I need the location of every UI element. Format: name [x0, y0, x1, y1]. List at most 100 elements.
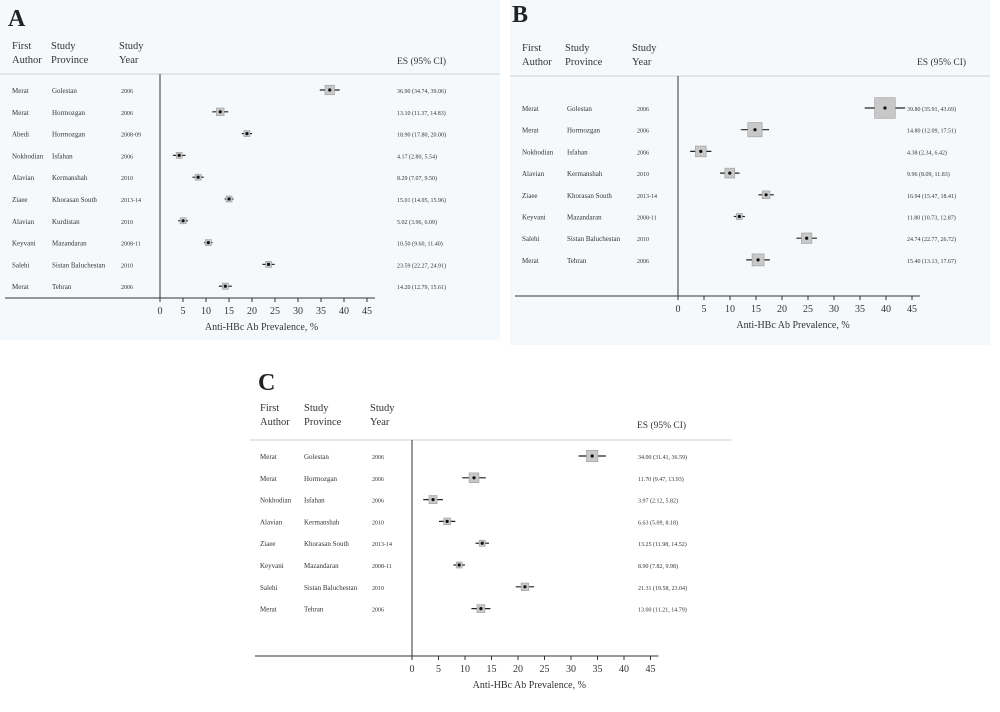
effect-size-label: 4.38 (2.34, 6.42) — [907, 149, 947, 156]
effect-size-label: 21.31 (19.58, 23.04) — [638, 585, 687, 592]
x-tick-label: 15 — [224, 306, 234, 317]
x-tick-label: 20 — [247, 306, 257, 317]
study-author: Merat — [522, 127, 539, 135]
x-tick-label: 15 — [751, 304, 761, 315]
x-tick-label: 0 — [410, 664, 415, 675]
study-year: 2010 — [121, 263, 133, 269]
study-author: Merat — [12, 283, 29, 291]
study-year: 2008-11 — [637, 216, 657, 222]
x-tick-label: 0 — [158, 306, 163, 317]
column-header-es: ES (95% CI) — [917, 58, 967, 68]
point-estimate — [764, 193, 768, 197]
x-tick-label: 30 — [829, 304, 839, 315]
study-author: Ziaee — [522, 192, 538, 200]
study-year: 2006 — [121, 285, 133, 291]
effect-size-label: 16.94 (15.47, 18.41) — [907, 193, 956, 200]
study-province: Mazandaran — [567, 214, 602, 222]
point-estimate — [181, 219, 185, 223]
study-year: 2006 — [637, 259, 649, 265]
point-estimate — [728, 171, 732, 175]
effect-size-label: 5.02 (3.96, 6.09) — [397, 219, 437, 226]
study-province: Tehran — [52, 283, 72, 291]
forest-plot-b: 0 5 10 15 20 25 30 35 40 45 Anti-HBc Ab Prevalence… — [510, 75, 990, 331]
effect-size-label: 11.70 (9.47, 13.93) — [638, 476, 684, 483]
point-estimate — [699, 149, 703, 153]
study-year: 2010 — [121, 176, 133, 182]
x-tick-label: 45 — [646, 664, 656, 675]
study-province: Mazandaran — [304, 562, 339, 570]
point-estimate — [445, 519, 449, 523]
point-estimate — [218, 110, 222, 114]
x-tick-label: 40 — [619, 664, 629, 675]
study-row: Merat Hormozgan 2006 11.70 (9.47, 13.93) — [260, 472, 684, 484]
study-year: 2013-14 — [372, 542, 392, 548]
study-province: Khorasan South — [52, 196, 97, 204]
study-row: Ziaee Khorasan South 2013-14 15.01 (14.05, … — [12, 195, 446, 204]
study-year: 2008-11 — [372, 564, 392, 570]
column-header-province: Study Province — [51, 41, 89, 66]
study-author: Merat — [260, 475, 277, 483]
study-author: Salehi — [522, 235, 540, 243]
study-author: Keyvani — [260, 562, 284, 570]
study-row: Nokhodian Isfahan 2006 4.17 (2.80, 5.54) — [12, 152, 437, 160]
x-tick-label: 30 — [566, 664, 576, 675]
study-province: Kurdistan — [52, 218, 80, 226]
x-tick-label: 35 — [855, 304, 865, 315]
study-province: Golestan — [52, 87, 77, 95]
study-author: Ziaee — [260, 540, 276, 548]
study-row: Merat Golestan 2006 36.90 (34.74, 39.06) — [12, 84, 446, 96]
study-author: Merat — [12, 87, 29, 95]
point-estimate — [206, 241, 210, 245]
study-province: Sistan Baluchestan — [304, 584, 358, 592]
column-header-year: Study Year — [119, 41, 144, 66]
study-year: 2006 — [372, 499, 384, 505]
column-header-year: Study Year — [632, 43, 657, 68]
study-year: 2006 — [121, 154, 133, 160]
panel-label: A — [8, 6, 26, 32]
x-tick-label: 20 — [513, 664, 523, 675]
effect-size-label: 15.40 (13.13, 17.67) — [907, 258, 956, 265]
study-year: 2006 — [637, 150, 649, 156]
effect-size-label: 15.01 (14.05, 15.96) — [397, 197, 446, 204]
x-tick-label: 40 — [339, 306, 349, 317]
study-year: 2010 — [637, 237, 649, 243]
study-row: Nokhodian Isfahan 2006 3.97 (2.12, 5.82) — [260, 495, 678, 505]
x-tick-label: 25 — [270, 306, 280, 317]
x-tick-label: 10 — [460, 664, 470, 675]
study-province: Kermanshah — [567, 170, 603, 178]
study-row: Alavian Kermanshah 2010 6.63 (5.09, 8.18) — [260, 517, 678, 526]
study-author: Salehi — [12, 261, 30, 269]
effect-size-label: 8.29 (7.07, 9.50) — [397, 175, 437, 182]
x-tick-label: 5 — [702, 304, 707, 315]
study-year: 2013-14 — [637, 194, 657, 200]
study-row: Merat Golestan 2006 39.80 (35.91, 43.69) — [522, 97, 956, 119]
point-estimate — [177, 153, 181, 157]
column-header-province: Study Province — [565, 43, 603, 68]
x-axis-label: Anti-HBc Ab Prevalence, % — [736, 320, 849, 331]
point-estimate — [223, 284, 227, 288]
x-tick-label: 25 — [803, 304, 813, 315]
study-author: Alavian — [12, 218, 35, 226]
effect-size-label: 13.00 (11.21, 14.79) — [638, 607, 687, 614]
study-row: Ziaee Khorasan South 2013-14 16.94 (15.47, … — [522, 190, 956, 200]
study-author: Nokhodian — [260, 497, 292, 505]
x-tick-label: 25 — [540, 664, 550, 675]
effect-size-label: 14.80 (12.09, 17.51) — [907, 128, 956, 135]
point-estimate — [431, 498, 435, 502]
study-year: 2008-09 — [121, 133, 141, 139]
study-year: 2006 — [121, 111, 133, 117]
study-author: Alavian — [12, 174, 35, 182]
effect-size-label: 13.10 (11.37, 14.83) — [397, 110, 446, 117]
study-row: Merat Golestan 2006 34.00 (31.41, 36.59) — [260, 450, 687, 462]
study-province: Hormozgan — [567, 127, 601, 135]
x-tick-label: 35 — [593, 664, 603, 675]
point-estimate — [753, 128, 757, 132]
study-row: Abedi Hormozgan 2008-09 18.90 (17.80, 20.00… — [12, 130, 446, 139]
panel-label: C — [258, 370, 276, 396]
point-estimate — [472, 476, 476, 480]
effect-size-label: 24.74 (22.77, 26.72) — [907, 236, 956, 243]
study-row: Salehi Sistan Baluchestan 2010 24.74 (22.77… — [522, 232, 956, 244]
study-row: Merat Tehran 2006 15.40 (13.13, 17.67) — [522, 253, 956, 267]
effect-size-label: 13.25 (11.98, 14.52) — [638, 541, 687, 548]
x-tick-label: 45 — [362, 306, 372, 317]
